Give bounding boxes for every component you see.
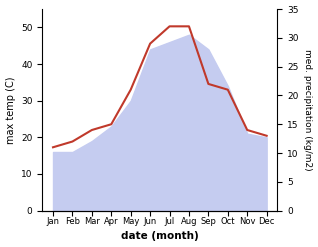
Y-axis label: max temp (C): max temp (C) bbox=[5, 76, 16, 144]
Y-axis label: med. precipitation (kg/m2): med. precipitation (kg/m2) bbox=[303, 49, 313, 171]
X-axis label: date (month): date (month) bbox=[121, 231, 199, 242]
